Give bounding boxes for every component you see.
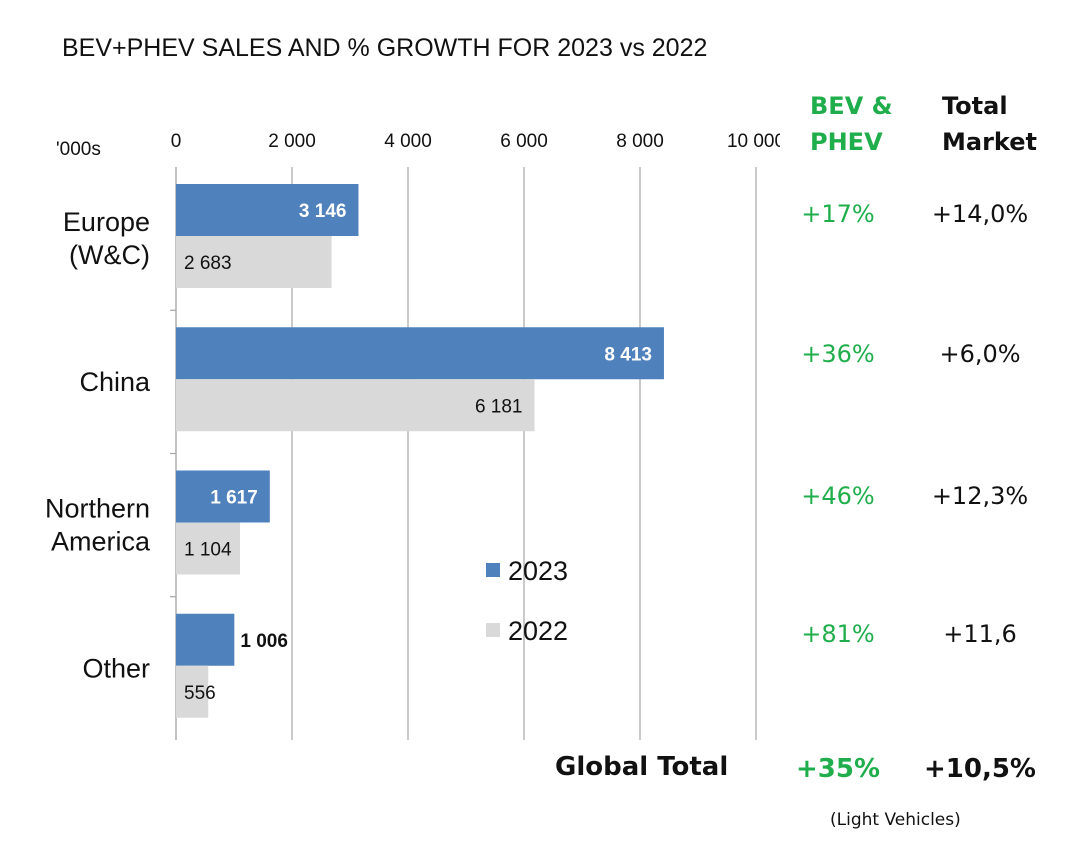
bar-2023: [176, 470, 270, 523]
data-label-2022: 556: [184, 683, 216, 704]
total-header-line-1: Total: [942, 92, 1008, 120]
legend-label-2023: 2023: [508, 556, 568, 586]
x-tick-label: 0: [171, 131, 182, 152]
legend-label-2022: 2022: [508, 616, 568, 646]
total-market-header: Total Market: [942, 88, 1037, 160]
legend-swatch-2023: [486, 563, 500, 577]
legend-swatch-2022: [486, 623, 500, 637]
data-label-2022: 2 683: [184, 253, 232, 274]
bar-2022: [176, 665, 209, 718]
bar-2022: [176, 379, 535, 432]
bar-chart: 0 2 000 4 000 6 000 8 000 10 000 '000s Europe (W…: [45, 131, 780, 740]
category-label: Other: [82, 653, 150, 683]
global-total-growth: +10,5%: [924, 754, 1036, 784]
bev-growth-europe: +17%: [801, 200, 875, 228]
category-label: Europe (W&C): [63, 207, 150, 270]
x-tick-label: 8 000: [616, 131, 664, 152]
x-tick-label: 4 000: [384, 131, 432, 152]
footnote: (Light Vehicles): [830, 810, 961, 830]
x-tick-label: 10 000: [727, 131, 780, 152]
category-label: Northern America: [45, 494, 151, 557]
total-growth-northern-america: +12,3%: [931, 482, 1029, 510]
total-header-line-2: Market: [942, 128, 1037, 156]
data-label-2022: 6 181: [475, 396, 523, 417]
bar-2022: [176, 522, 241, 575]
data-label-2023: 8 413: [604, 344, 652, 365]
bev-header-line-1: BEV &: [810, 92, 893, 120]
data-label-2023: 3 146: [299, 201, 347, 222]
bev-growth-northern-america: +46%: [801, 482, 875, 510]
bev-growth-china: +36%: [801, 340, 875, 368]
category-label: China: [79, 367, 151, 397]
chart-title: BEV+PHEV SALES AND % GROWTH FOR 2023 vs …: [62, 34, 708, 62]
bev-growth-other: +81%: [801, 620, 875, 648]
x-tick-label: 6 000: [500, 131, 548, 152]
bar-2023: [176, 327, 664, 380]
total-growth-china: +6,0%: [939, 340, 1021, 368]
total-growth-other: +11,6: [943, 620, 1017, 648]
unit-label: '000s: [56, 139, 101, 160]
data-label-2022: 1 104: [184, 540, 232, 561]
x-tick-label: 2 000: [268, 131, 316, 152]
total-growth-europe: +14,0%: [931, 200, 1029, 228]
bev-phev-header: BEV & PHEV: [810, 88, 893, 160]
bar-2023: [176, 184, 359, 236]
global-total-label: Global Total: [555, 752, 729, 782]
bar-2023: [176, 613, 235, 666]
data-label-2023: 1 617: [210, 488, 258, 509]
bar-2022: [176, 236, 332, 288]
data-label-2023: 1 006: [240, 631, 288, 652]
bev-header-line-2: PHEV: [810, 128, 883, 156]
global-bev-growth: +35%: [795, 754, 881, 784]
